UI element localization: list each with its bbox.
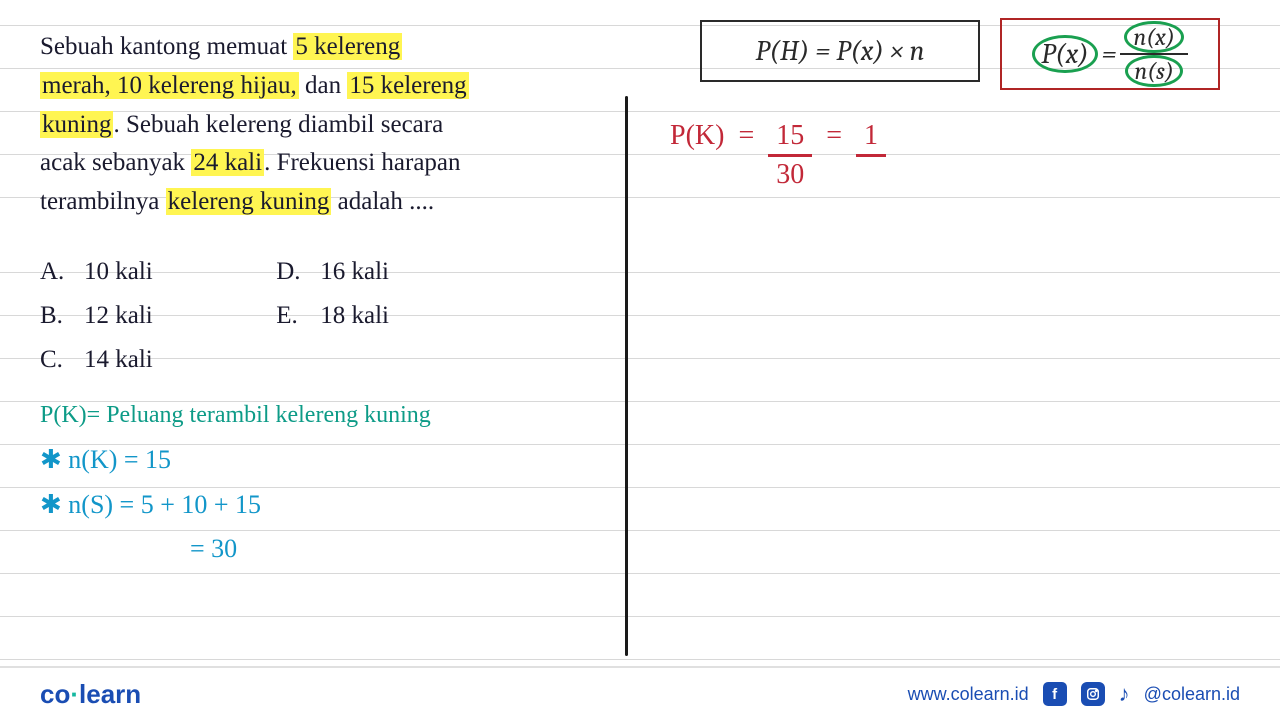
option-letter: C.	[40, 338, 84, 382]
green-note-pk: P(K)= Peluang terambil kelereng kuning	[40, 402, 431, 429]
red-frac-den: 30	[768, 157, 812, 191]
formula-px-circled: P(x)	[1032, 35, 1097, 73]
q-highlight: 24 kali	[191, 149, 264, 176]
footer-url: www.colearn.id	[908, 684, 1029, 705]
q-text: adalah ....	[331, 188, 434, 215]
q-highlight: merah, 10 kelereng hijau,	[40, 72, 299, 99]
footer-right: www.colearn.id f ♪ @colearn.id	[908, 681, 1240, 707]
option-text: 12 kali	[84, 302, 153, 329]
footer: co·learn www.colearn.id f ♪ @colearn.id	[0, 666, 1280, 720]
q-text: . Sebuah kelereng diambil secara	[113, 111, 443, 138]
option-letter: B.	[40, 294, 84, 338]
answer-options: A.10 kali D.16 kali B.12 kali E.18 kali …	[40, 250, 389, 381]
equals: =	[1102, 38, 1117, 70]
q-text: terambilnya	[40, 188, 166, 215]
tiktok-icon: ♪	[1119, 681, 1130, 707]
blue-note-ns: ✱ n(S) = 5 + 10 + 15	[40, 490, 261, 520]
q-highlight: 15 kelereng	[347, 72, 468, 99]
instagram-icon	[1081, 682, 1105, 706]
q-text: dan	[299, 72, 348, 99]
formula-ns-circled: n(s)	[1125, 55, 1182, 87]
q-highlight: 5 kelereng	[293, 33, 402, 60]
equals: =	[826, 120, 842, 152]
q-text: . Frekuensi harapan	[264, 149, 460, 176]
logo-dot: ·	[70, 679, 79, 709]
q-text: acak sebanyak	[40, 149, 191, 176]
q-highlight: kuning	[40, 111, 113, 138]
option-text: 14 kali	[84, 346, 153, 373]
option-text: 16 kali	[320, 258, 389, 285]
question-text: Sebuah kantong memuat 5 kelereng merah, …	[40, 28, 610, 222]
logo-text: co	[40, 679, 70, 709]
blue-note-result: = 30	[190, 534, 237, 564]
red-frac-num: 15	[768, 120, 812, 157]
logo: co·learn	[40, 679, 141, 710]
q-text: Sebuah kantong memuat	[40, 33, 293, 60]
facebook-icon: f	[1043, 682, 1067, 706]
option-text: 10 kali	[84, 258, 153, 285]
formula-box-px: P(x) = n(x) n(s)	[1000, 18, 1220, 90]
red-frac-num: 1	[856, 120, 886, 157]
equals: =	[738, 120, 754, 152]
footer-handle: @colearn.id	[1144, 684, 1240, 705]
red-calculation: P(K) = 15 30 = 1	[670, 120, 886, 191]
q-highlight: kelereng kuning	[166, 188, 332, 215]
option-text: 18 kali	[320, 302, 389, 329]
option-letter: E.	[276, 294, 320, 338]
formula-box-ph: P(H) = P(x) × n	[700, 20, 980, 82]
option-letter: A.	[40, 250, 84, 294]
logo-text: learn	[79, 679, 141, 709]
red-pk-label: P(K)	[670, 120, 724, 152]
vertical-divider	[625, 96, 628, 656]
formula-nx-circled: n(x)	[1124, 21, 1183, 53]
blue-note-nk: ✱ n(K) = 15	[40, 445, 171, 475]
option-letter: D.	[276, 250, 320, 294]
formula-text: P(H) = P(x) × n	[755, 35, 924, 67]
red-frac-den	[863, 157, 879, 159]
